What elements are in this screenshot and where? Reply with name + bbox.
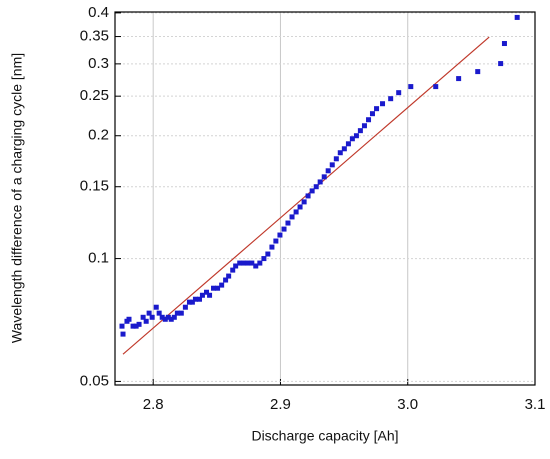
point [349,136,355,142]
point [456,76,462,82]
point [281,226,287,232]
point [199,292,205,298]
point [257,260,263,266]
point [366,117,372,123]
y-axis-label: Wavelength difference of a charging cycl… [9,53,25,343]
point [333,156,339,162]
point [215,285,221,291]
point [182,304,188,310]
point [374,106,380,112]
point [149,314,155,320]
point [130,323,136,329]
point [174,310,180,316]
x-axis-label: Discharge capacity [Ah] [251,428,398,444]
point [230,267,236,273]
point [119,323,125,329]
point [140,314,146,320]
point [265,251,271,257]
point [249,260,255,266]
x-tick-label: 3.0 [397,396,418,413]
point [345,141,351,147]
y-tick-label: 0.3 [88,55,109,72]
point [162,316,168,322]
point [289,214,295,220]
point [317,179,323,185]
x-tick-label: 2.8 [143,396,164,413]
point [305,193,311,199]
point [329,162,335,168]
point [211,285,217,291]
point [197,296,203,302]
point [297,204,303,210]
point [369,111,375,117]
point [153,304,159,310]
y-tick-label: 0.35 [80,28,109,45]
point [178,310,184,316]
point [253,263,259,269]
point [313,184,319,190]
point [433,84,439,90]
point [301,199,307,205]
point [186,299,192,305]
point [293,209,299,215]
point [261,256,267,262]
point [219,282,225,288]
point [189,299,195,305]
point [396,90,402,96]
point [353,133,359,139]
point [133,323,139,329]
point [165,314,171,320]
point [501,41,507,47]
point [171,314,177,320]
point [408,84,414,90]
point [321,174,327,180]
x-tick-label: 2.9 [270,396,291,413]
point [380,101,386,107]
point [388,96,394,102]
point [168,316,174,322]
point [269,244,275,250]
point [226,273,232,279]
point [233,263,239,269]
point [126,316,132,322]
point [361,123,367,129]
point [146,310,152,316]
point [136,321,142,327]
point [309,188,315,194]
y-tick-label: 0.2 [88,127,109,144]
point [273,238,279,244]
y-tick-label: 0.4 [88,4,109,21]
y-tick-label: 0.1 [88,250,109,267]
plot-frame [114,11,536,386]
point [120,331,126,337]
y-tick-label: 0.15 [80,178,109,195]
point [204,289,210,295]
point [357,128,363,134]
point [207,292,213,298]
point [245,260,251,266]
point [514,14,520,20]
point [192,296,198,302]
point [277,232,283,238]
point [337,150,343,156]
point [475,69,481,75]
point [156,310,162,316]
point [159,314,165,320]
point [325,168,331,174]
point [241,260,247,266]
point [143,318,149,324]
point [223,277,229,283]
point [341,146,347,152]
y-tick-label: 0.05 [80,372,109,389]
point [237,260,243,266]
point [285,220,291,226]
x-tick-label: 3.1 [525,396,546,413]
y-tick-label: 0.25 [80,87,109,104]
point [498,61,504,67]
